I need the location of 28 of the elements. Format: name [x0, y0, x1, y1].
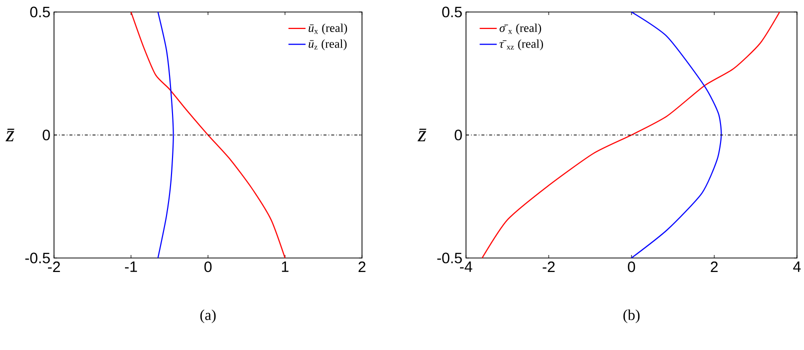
text: (b): [623, 310, 640, 324]
y-axis-title: z̄: [418, 128, 426, 142]
y-tick-label: 0.5: [442, 6, 462, 18]
legend-label: τ̄$_{xz}$ (real): [500, 39, 544, 50]
line-series: [130, 11, 286, 259]
line-series: [482, 11, 780, 259]
y-tick-label: 0: [42, 130, 50, 140]
x-tick-label: 0: [204, 262, 212, 272]
y-tick-label: 0.5: [30, 6, 50, 18]
x-tick-label: -1: [125, 262, 137, 272]
line-series: [630, 11, 722, 259]
legend-label: ū$_{x}$ (real): [308, 24, 348, 34]
x-tick-label: 0: [628, 262, 636, 272]
legend-label: σ̄$_{x}$ (real): [500, 24, 542, 34]
x-tick-label: 4: [793, 262, 801, 272]
x-tick-label: 2: [358, 262, 366, 272]
legend-label: ū$_{z}$ (real): [308, 39, 347, 50]
x-tick-label: 2: [710, 262, 718, 272]
y-axis-title: z̄: [6, 128, 14, 142]
x-tick-label: -2: [48, 262, 60, 272]
y-tick-label: 0: [454, 130, 462, 140]
line-series: [157, 11, 174, 259]
y-tick-label: -0.5: [437, 252, 462, 264]
x-tick-label: -2: [542, 262, 555, 272]
x-tick-label: 1: [282, 262, 288, 272]
x-tick-label: -4: [460, 262, 472, 272]
y-tick-label: -0.5: [25, 252, 50, 264]
text: (a): [200, 310, 216, 324]
